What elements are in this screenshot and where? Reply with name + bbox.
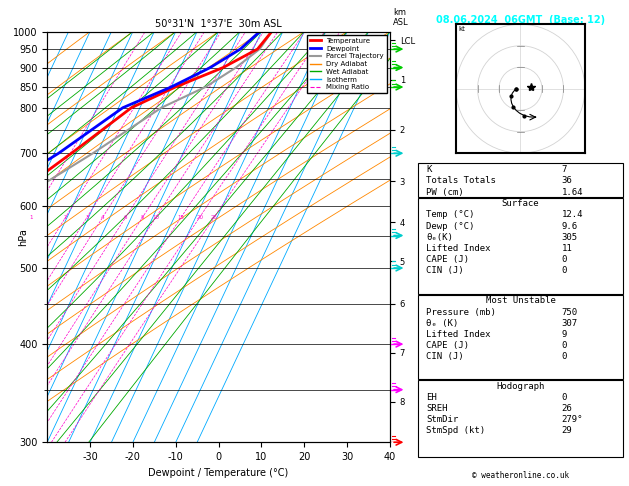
Text: 6: 6 [124, 214, 128, 220]
Text: Totals Totals: Totals Totals [426, 176, 496, 186]
Text: Pressure (mb): Pressure (mb) [426, 308, 496, 317]
Text: 9: 9 [562, 330, 567, 339]
Text: 11: 11 [562, 244, 572, 253]
Text: 8: 8 [141, 214, 145, 220]
Text: Hodograph: Hodograph [496, 382, 545, 391]
Text: km
ASL: km ASL [393, 8, 409, 28]
Bar [418, 295, 623, 379]
Text: 0: 0 [562, 266, 567, 276]
Text: SREH: SREH [426, 404, 448, 413]
Text: CIN (J): CIN (J) [426, 352, 464, 362]
Text: 0: 0 [562, 393, 567, 402]
Text: Most Unstable: Most Unstable [486, 296, 555, 306]
Y-axis label: Mixing Ratio (g/kg): Mixing Ratio (g/kg) [420, 197, 429, 277]
Text: CIN (J): CIN (J) [426, 266, 464, 276]
Text: 1.64: 1.64 [562, 188, 583, 197]
Text: 1: 1 [30, 214, 33, 220]
Text: 12.4: 12.4 [562, 210, 583, 220]
Text: 305: 305 [562, 233, 577, 242]
Text: 25: 25 [211, 214, 218, 220]
Text: 20: 20 [196, 214, 203, 220]
Text: 7: 7 [562, 165, 567, 174]
Text: hPa: hPa [18, 228, 28, 246]
Text: 08.06.2024  06GMT  (Base: 12): 08.06.2024 06GMT (Base: 12) [436, 15, 605, 25]
Text: 2: 2 [64, 214, 67, 220]
Text: PW (cm): PW (cm) [426, 188, 464, 197]
Text: 307: 307 [562, 319, 577, 328]
Text: 0: 0 [562, 341, 567, 350]
Text: CAPE (J): CAPE (J) [426, 341, 469, 350]
Text: 0: 0 [562, 255, 567, 264]
Text: 279°: 279° [562, 415, 583, 424]
Text: θₑ(K): θₑ(K) [426, 233, 454, 242]
Text: kt: kt [459, 26, 465, 32]
Text: 26: 26 [562, 404, 572, 413]
Text: 750: 750 [562, 308, 577, 317]
Text: 0: 0 [562, 352, 567, 362]
Text: CAPE (J): CAPE (J) [426, 255, 469, 264]
Text: Lifted Index: Lifted Index [426, 244, 491, 253]
X-axis label: Dewpoint / Temperature (°C): Dewpoint / Temperature (°C) [148, 468, 289, 478]
Text: StmSpd (kt): StmSpd (kt) [426, 426, 486, 435]
Text: 9.6: 9.6 [562, 222, 577, 231]
Text: θₑ (K): θₑ (K) [426, 319, 459, 328]
Text: Surface: Surface [502, 199, 539, 208]
Text: 15: 15 [178, 214, 185, 220]
Text: 10: 10 [153, 214, 160, 220]
Text: Dewp (°C): Dewp (°C) [426, 222, 475, 231]
Text: 29: 29 [562, 426, 572, 435]
Legend: Temperature, Dewpoint, Parcel Trajectory, Dry Adiabat, Wet Adiabat, Isotherm, Mi: Temperature, Dewpoint, Parcel Trajectory… [308, 35, 386, 93]
Text: 36: 36 [562, 176, 572, 186]
Text: 4: 4 [101, 214, 104, 220]
Bar [418, 380, 623, 457]
Text: Lifted Index: Lifted Index [426, 330, 491, 339]
Bar [418, 163, 623, 197]
Text: © weatheronline.co.uk: © weatheronline.co.uk [472, 471, 569, 481]
Text: StmDir: StmDir [426, 415, 459, 424]
Text: 3: 3 [86, 214, 89, 220]
Text: EH: EH [426, 393, 437, 402]
Text: Temp (°C): Temp (°C) [426, 210, 475, 220]
Bar [418, 198, 623, 294]
Text: K: K [426, 165, 432, 174]
Title: 50°31'N  1°37'E  30m ASL: 50°31'N 1°37'E 30m ASL [155, 19, 282, 30]
